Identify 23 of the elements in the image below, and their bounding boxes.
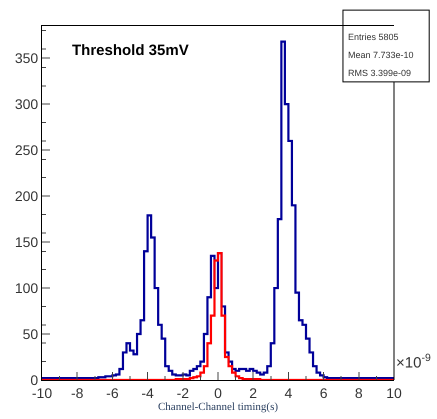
text: ×10$^{-9}$ <box>396 352 431 372</box>
x-tick-label: 6 <box>320 384 328 401</box>
text: Threshold 35mV <box>72 42 189 59</box>
x-tick-label: 0 <box>214 384 222 401</box>
x-tick-label: -8 <box>70 384 84 401</box>
annotation: Mean 7.733e-10 <box>348 50 414 60</box>
y-tick-label: 200 <box>14 188 38 204</box>
x-tick-label: -2 <box>176 384 190 401</box>
y-tick-label: 150 <box>14 234 38 250</box>
x-tick-label: 2 <box>249 384 258 401</box>
x-tick-label: 8 <box>354 384 363 401</box>
y-tick-label: 250 <box>14 142 38 158</box>
annotation: Entries 5805 <box>348 32 399 42</box>
x-axis-title: Channel-Channel timing(s) <box>158 400 278 413</box>
y-tick-label: 350 <box>14 50 38 66</box>
y-tick-label: 50 <box>22 326 38 342</box>
y-tick-label: 100 <box>14 280 38 296</box>
annotation: RMS 3.399e-09 <box>348 68 412 78</box>
x-tick-label: 4 <box>284 384 292 401</box>
y-tick-label: 300 <box>14 96 38 112</box>
x-tick-label: -6 <box>106 384 119 401</box>
x-tick-label: -4 <box>141 384 154 401</box>
x-tick-label: 10 <box>386 384 402 401</box>
